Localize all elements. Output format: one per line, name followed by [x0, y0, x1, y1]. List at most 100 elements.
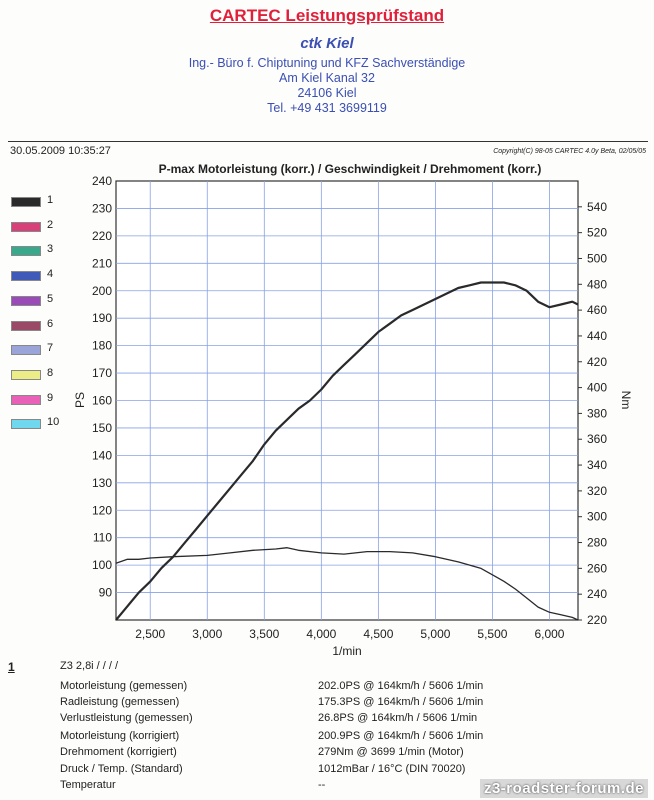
legend-label: 8 [47, 366, 54, 379]
y-right-tick-label: 480 [587, 277, 607, 291]
y-left-tick-label: 210 [92, 256, 112, 270]
measurement-datetime: 30.05.2009 10:35:27 [10, 145, 111, 157]
legend-swatch [11, 394, 41, 405]
y-right-tick-label: 380 [587, 406, 607, 420]
result-value: 279Nm @ 3699 1/min (Motor) [318, 746, 464, 758]
result-value: 1012mBar / 16°C (DIN 70020) [318, 763, 466, 775]
result-row: Verlustleistung (gemessen) 26.8PS @ 164k… [60, 712, 620, 728]
torque-curve [115, 547, 579, 621]
y-right-axis-label: Nm [619, 391, 633, 410]
y-right-tick-label: 440 [587, 329, 607, 343]
legend-swatch [11, 419, 41, 430]
result-value: 202.0PS @ 164km/h / 5606 1/min [318, 680, 484, 692]
result-index: 1 [8, 660, 15, 674]
result-value: 175.3PS @ 164km/h / 5606 1/min [318, 696, 484, 708]
y-left-axis-label: PS [73, 392, 87, 408]
x-axis-label: 1/min [332, 644, 361, 658]
result-label: Temperatur [60, 779, 116, 791]
legend-label: 4 [47, 268, 54, 281]
y-left-tick-label: 170 [92, 366, 112, 380]
result-label: Radleistung (gemessen) [60, 696, 180, 708]
result-label: Druck / Temp. (Standard) [60, 763, 183, 775]
y-left-tick-label: 150 [92, 421, 112, 435]
result-label: Drehmoment (korrigiert) [60, 746, 177, 758]
y-left-tick-label: 110 [93, 531, 112, 545]
power-curve [115, 281, 579, 621]
y-left-tick-label: 180 [92, 339, 112, 353]
header-divider [8, 141, 648, 142]
legend-label: 1 [47, 194, 54, 206]
legend-swatch [11, 345, 41, 356]
y-left-tick-label: 200 [92, 284, 112, 298]
vehicle-model: Z3 2,8i / / / / [60, 660, 119, 672]
x-tick-label: 5,500 [477, 627, 507, 641]
result-row: Radleistung (gemessen) 175.3PS @ 164km/h… [60, 696, 620, 712]
result-label: Verlustleistung (gemessen) [60, 712, 193, 724]
y-right-tick-label: 240 [587, 587, 607, 601]
address-line: Ing.- Büro f. Chiptuning und KFZ Sachver… [188, 56, 466, 70]
chart-title: P-max Motorleistung (korr.) / Geschwindi… [159, 162, 542, 176]
legend-swatch [11, 295, 41, 306]
x-tick-label: 4,000 [306, 627, 336, 641]
y-left-tick-label: 100 [92, 558, 112, 572]
y-right-tick-label: 420 [587, 355, 607, 369]
result-label: Motorleistung (gemessen) [60, 680, 188, 692]
grid-lines [116, 181, 578, 620]
y-right-tick-label: 460 [587, 303, 607, 317]
result-row: Motorleistung (korrigiert) 200.9PS @ 164… [60, 730, 620, 746]
y-left-tick-label: 230 [92, 201, 112, 215]
result-row: Temperatur -- [60, 779, 620, 795]
legend-swatch [11, 197, 41, 207]
legend-swatch [11, 246, 41, 257]
y-right-tick-label: 220 [587, 613, 607, 627]
x-tick-label: 3,500 [249, 627, 279, 641]
address-line: 24106 Kiel [297, 86, 357, 100]
x-tick-label: 3,000 [192, 627, 222, 641]
y-right-tick-label: 340 [587, 458, 607, 472]
y-right-tick-label: 360 [587, 432, 607, 446]
y-left-tick-label: 190 [92, 311, 112, 325]
dyno-chart: P-max Motorleistung (korr.) / Geschwindi… [73, 162, 633, 658]
result-row: Druck / Temp. (Standard) 1012mBar / 16°C… [60, 763, 620, 779]
y-right-tick-label: 400 [587, 381, 607, 395]
legend-label: 6 [47, 317, 54, 330]
y-right-tick-label: 300 [587, 510, 607, 524]
y-left-tick-label: 130 [92, 476, 112, 490]
watermark: z3-roadster-forum.de [479, 779, 648, 798]
address-line: Am Kiel Kanal 32 [279, 71, 375, 85]
y-left-tick-label: 160 [92, 394, 112, 408]
legend-label: 10 [47, 416, 60, 429]
legend-label: 2 [47, 218, 54, 231]
result-value: 200.9PS @ 164km/h / 5606 1/min [318, 730, 484, 742]
y-right-tick-label: 260 [587, 561, 607, 575]
y-left-tick-label: 140 [92, 448, 112, 462]
legend-swatch [11, 221, 41, 232]
x-tick-label: 5,000 [420, 627, 450, 641]
axis-ticks: 2,500 3,000 3,500 4,000 4,500 5,000 5,500 6,000… [92, 174, 607, 641]
y-left-tick-label: 120 [92, 503, 112, 517]
y-right-tick-label: 520 [587, 226, 607, 240]
legend-label: 5 [47, 292, 54, 305]
legend-swatch [11, 320, 41, 331]
y-left-tick-label: 220 [92, 229, 112, 243]
legend-swatch [11, 271, 41, 282]
y-right-tick-label: 500 [587, 251, 607, 265]
result-value: -- [318, 779, 326, 791]
legend-label: 7 [47, 342, 54, 355]
result-row: Drehmoment (korrigiert) 279Nm @ 3699 1/m… [60, 746, 620, 762]
y-right-tick-label: 280 [587, 536, 607, 550]
address-line: Tel. +49 431 3699119 [267, 101, 387, 115]
x-tick-label: 2,500 [135, 627, 165, 641]
x-tick-label: 6,000 [534, 627, 564, 641]
legend-swatch [11, 369, 41, 380]
x-tick-label: 4,500 [363, 627, 393, 641]
legend-label: 3 [47, 243, 54, 256]
company-subtitle: ctk Kiel [300, 35, 354, 52]
y-left-tick-label: 90 [99, 586, 113, 600]
y-left-tick-label: 240 [92, 174, 112, 188]
company-title: CARTEC Leistungsprüfstand [209, 6, 445, 25]
y-right-tick-label: 540 [587, 200, 607, 214]
result-label: Motorleistung (korrigiert) [60, 730, 180, 742]
legend-label: 9 [47, 391, 54, 404]
copyright-note: Copyright(C) 98-05 CARTEC 4.0y Beta, 02/… [493, 148, 646, 155]
